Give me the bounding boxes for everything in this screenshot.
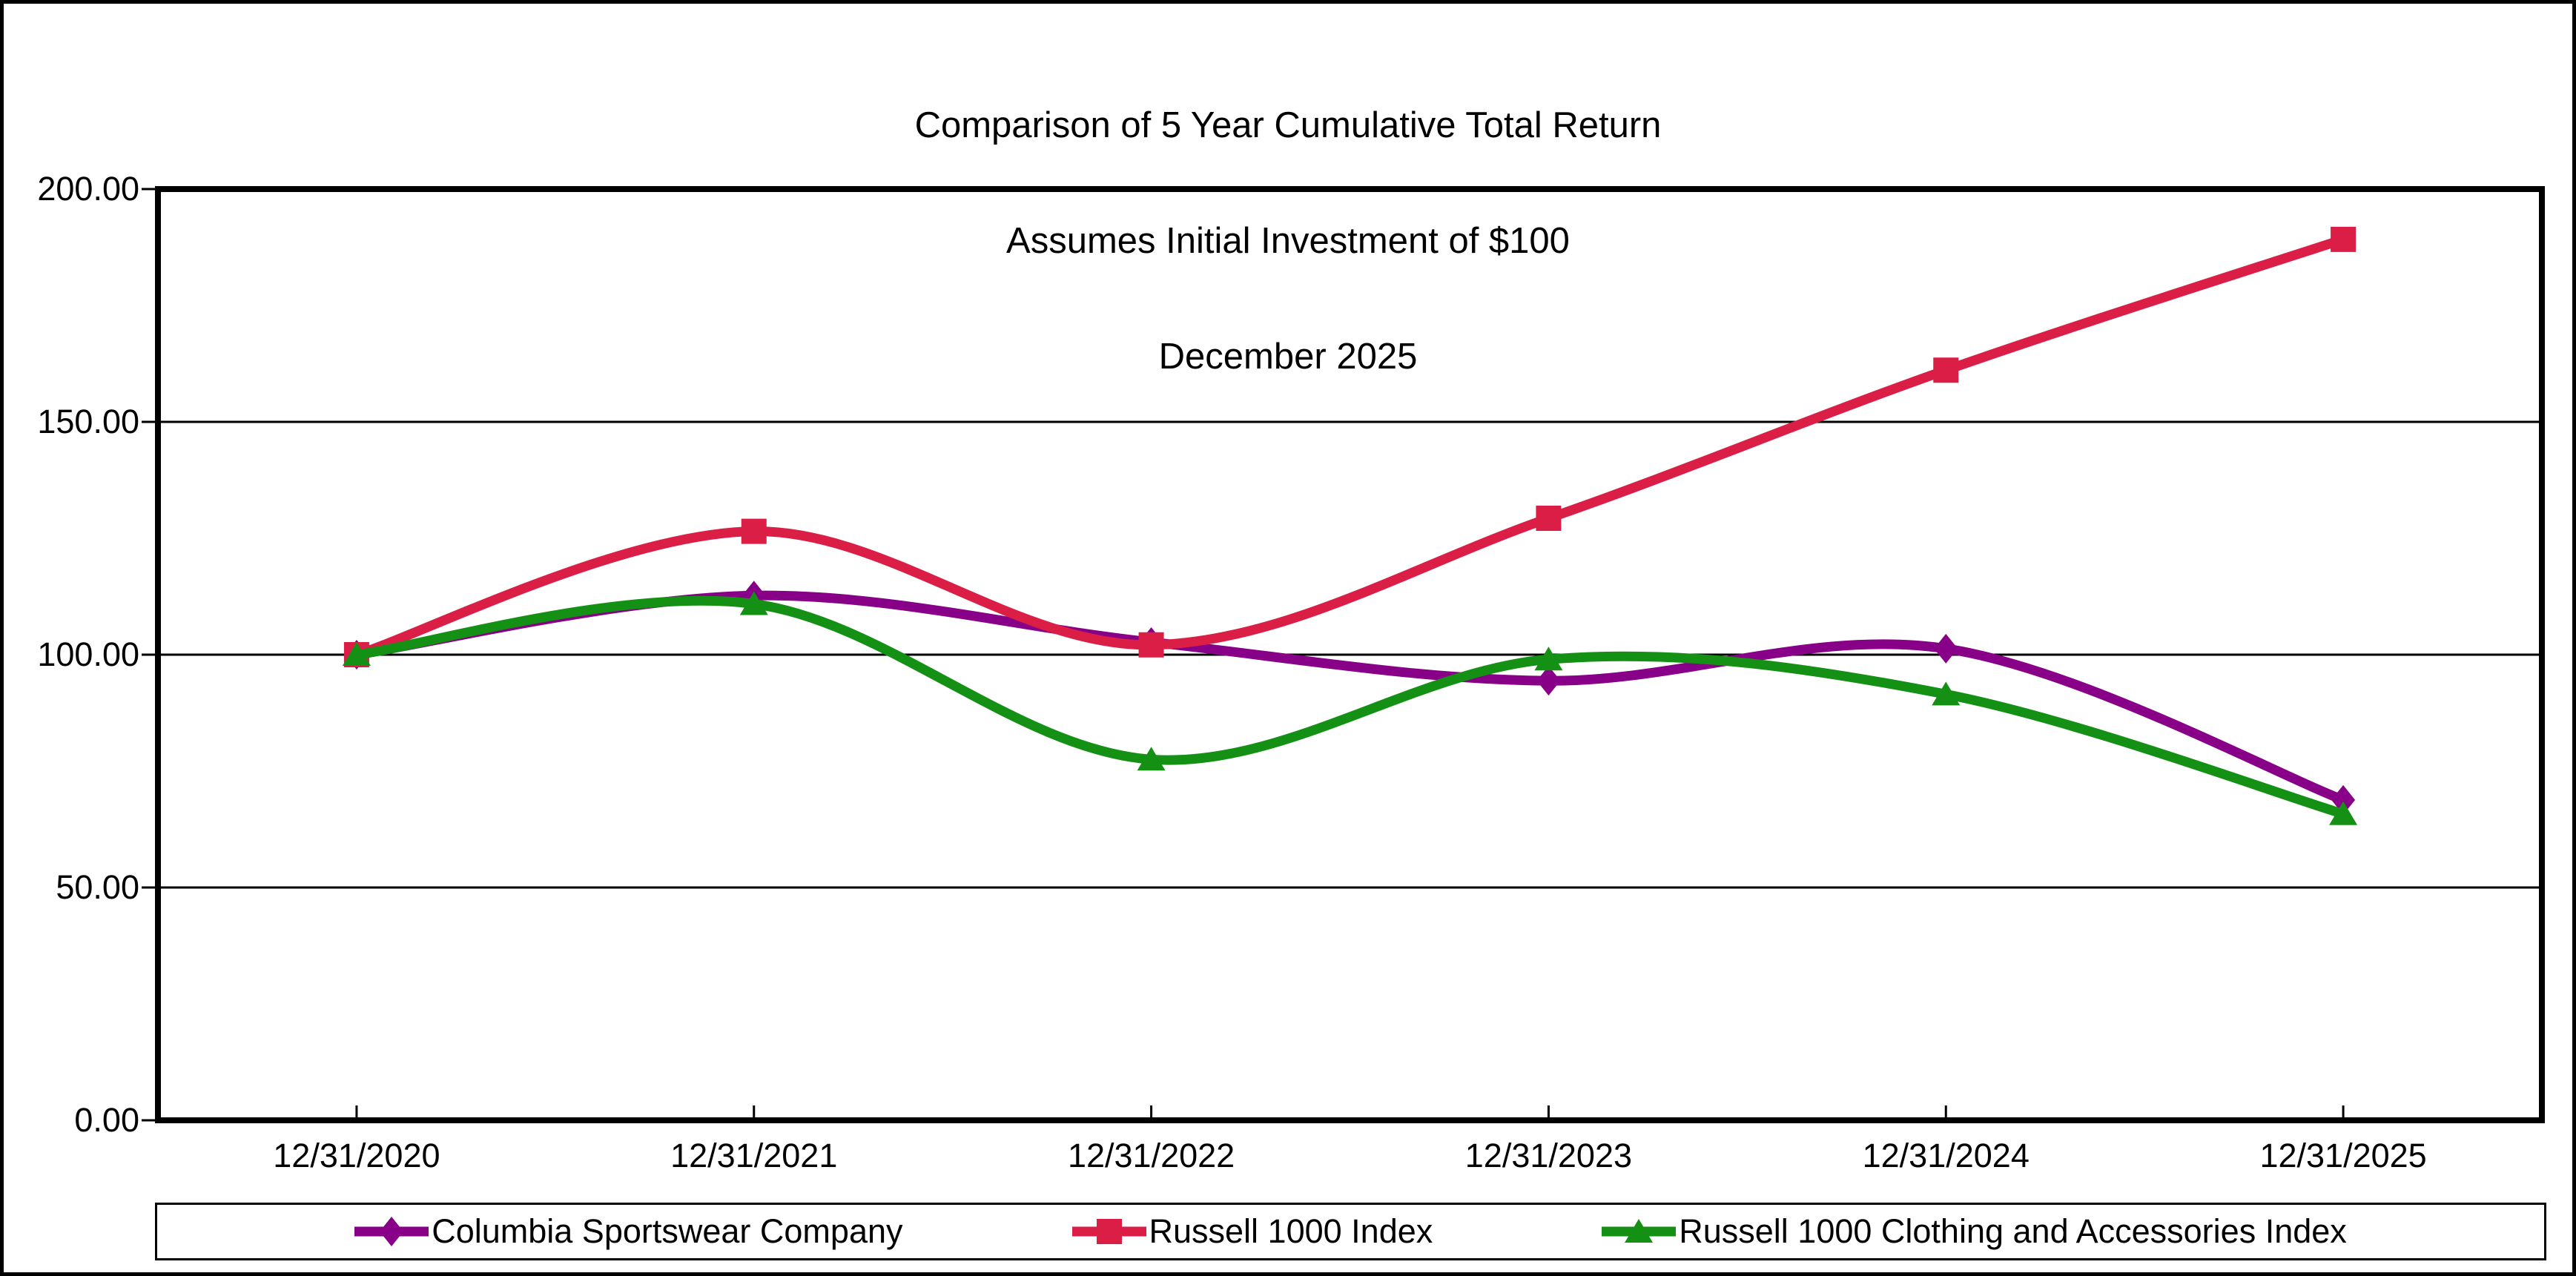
x-axis-label: 12/31/2025 <box>2259 1137 2427 1174</box>
x-axis-label: 12/31/2024 <box>1862 1137 2030 1174</box>
x-axis-label: 12/31/2023 <box>1464 1137 1633 1174</box>
y-axis-label: 200.00 <box>37 170 139 208</box>
series-line-square <box>351 234 2348 660</box>
legend-item: Russell 1000 Index <box>1071 1212 1433 1250</box>
x-axis-label: 12/31/2020 <box>273 1137 440 1174</box>
y-axis-label: 100.00 <box>37 635 139 673</box>
chart-title-line1: Comparison of 5 Year Cumulative Total Re… <box>914 105 1662 145</box>
square-marker <box>1536 505 1562 531</box>
series-line-diamond <box>351 590 2348 805</box>
legend-label: Russell 1000 Index <box>1149 1212 1433 1250</box>
diamond-marker <box>1536 666 1561 696</box>
chart-title-line2: Assumes Initial Investment of $100 <box>1006 221 1570 261</box>
chart-title-block: Comparison of 5 Year Cumulative Total Re… <box>4 29 2572 453</box>
chart-title-line3: December 2025 <box>1158 337 1418 377</box>
series-line-triangle <box>351 595 2348 819</box>
y-axis-label: 0.00 <box>74 1101 139 1139</box>
legend-item: Russell 1000 Clothing and Accessories In… <box>1602 1213 2347 1250</box>
legend-label: Columbia Sportswear Company <box>432 1212 903 1250</box>
legend-item: Columbia Sportswear Company <box>354 1212 903 1250</box>
triangle-marker <box>2329 801 2358 825</box>
legend-marker-square-icon <box>1071 1219 1146 1244</box>
y-axis-label: 50.00 <box>56 868 139 906</box>
square-marker <box>1138 632 1164 658</box>
triangle-marker <box>1932 681 1961 706</box>
y-axis-label: 150.00 <box>37 403 139 440</box>
legend-marker-triangle-icon <box>1602 1219 1677 1243</box>
x-axis-label: 12/31/2022 <box>1067 1137 1235 1174</box>
triangle-marker <box>1137 747 1166 771</box>
square-marker <box>1933 357 1959 383</box>
x-axis-label: 12/31/2021 <box>670 1137 838 1174</box>
plot-area <box>142 186 2545 1123</box>
legend-marker-diamond-icon <box>354 1217 429 1246</box>
square-marker <box>741 518 767 544</box>
square-marker <box>2331 226 2357 252</box>
triangle-marker <box>1534 647 1563 671</box>
triangle-marker <box>739 591 768 615</box>
triangle-marker <box>342 642 371 666</box>
diamond-marker <box>1934 633 1958 664</box>
legend-label: Russell 1000 Clothing and Accessories In… <box>1679 1212 2347 1250</box>
legend: Columbia Sportswear Company Russell 1000 … <box>155 1203 2546 1260</box>
